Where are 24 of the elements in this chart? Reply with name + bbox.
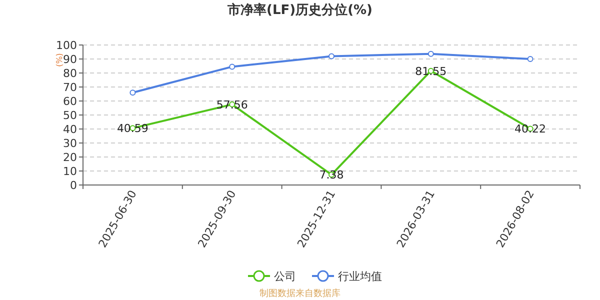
y-tick-label: 20 xyxy=(63,151,77,164)
point xyxy=(428,50,434,57)
y-tick-label: 30 xyxy=(63,137,77,150)
y-tick-label: 40 xyxy=(63,123,77,136)
point xyxy=(229,64,236,70)
chart-title: 市净率(LF)历史分位(%) xyxy=(226,2,372,18)
data-label: 40.22 xyxy=(514,122,546,136)
y-tick-label: 70 xyxy=(63,81,77,94)
point xyxy=(527,56,534,62)
data-label: 7.38 xyxy=(319,168,344,182)
y-axis-title: (%) xyxy=(55,53,64,67)
y-tick-label: 80 xyxy=(63,67,77,80)
point xyxy=(328,53,334,60)
point xyxy=(130,90,136,96)
y-tick-label: 0 xyxy=(70,179,77,192)
legend-label: 公司 xyxy=(274,270,296,283)
y-tick-label: 100 xyxy=(56,39,77,52)
y-tick-label: 90 xyxy=(63,53,77,66)
legend-label: 行业均值 xyxy=(338,270,382,283)
y-tick-label: 60 xyxy=(63,95,77,108)
y-tick-label: 10 xyxy=(63,165,77,178)
data-label: 40.59 xyxy=(116,122,148,136)
y-tick-label: 50 xyxy=(63,109,77,122)
text: 制图数据来自数据库 xyxy=(260,288,340,299)
